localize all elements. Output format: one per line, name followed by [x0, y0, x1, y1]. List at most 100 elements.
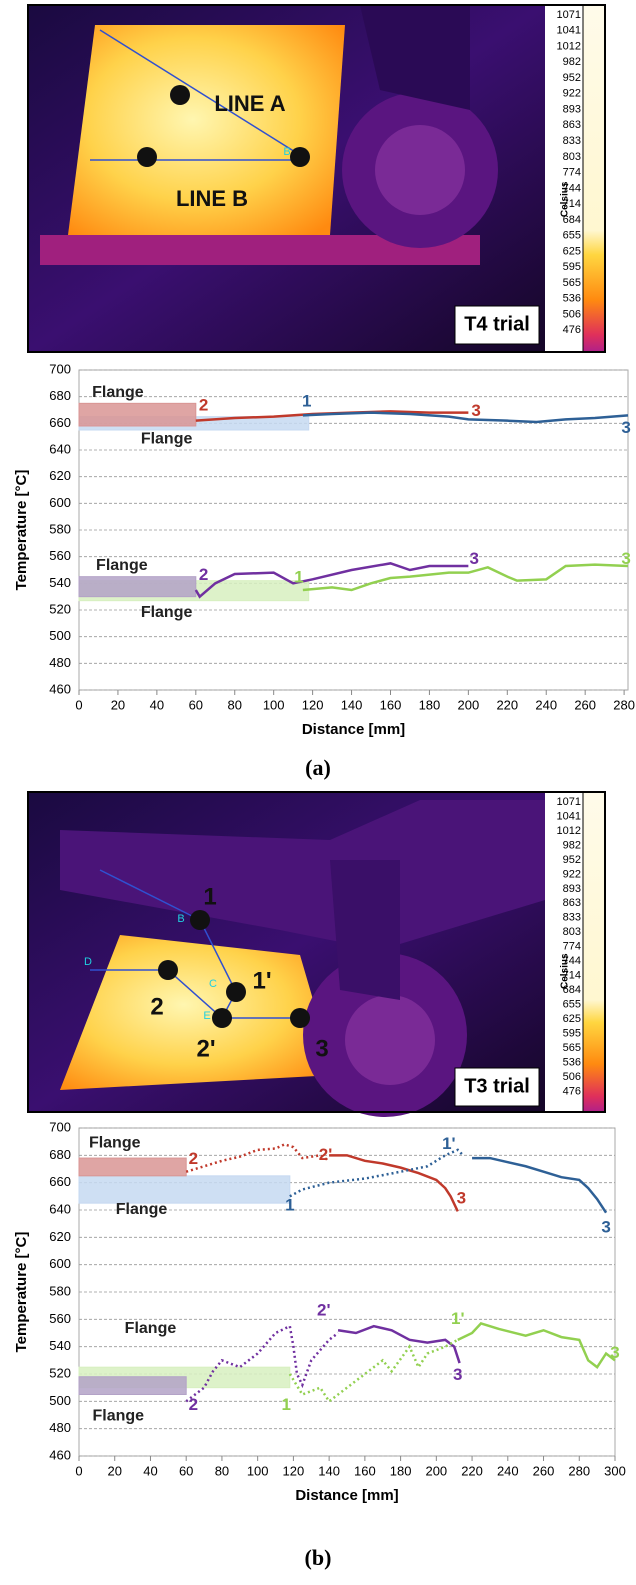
x-tick-label: 100	[263, 697, 285, 712]
x-tick-label: 240	[497, 1463, 519, 1478]
y-tick-label: 520	[49, 1365, 71, 1380]
y-tick-label: 660	[49, 415, 71, 430]
scale-value: 684	[563, 214, 581, 226]
x-tick-label: 160	[380, 697, 402, 712]
annotation: Flange	[93, 1408, 145, 1425]
y-tick-label: 620	[49, 468, 71, 483]
y-tick-label: 620	[49, 1229, 71, 1244]
x-tick-label: 120	[283, 1463, 305, 1478]
x-tick-label: 80	[228, 697, 242, 712]
scale-value: 595	[563, 1028, 581, 1040]
x-tick-label: 140	[318, 1463, 340, 1478]
scale-strip	[582, 4, 606, 353]
image-label: 1	[203, 883, 216, 910]
scale-value: 833	[563, 135, 581, 147]
trial-label: T3 trial	[464, 1075, 530, 1097]
x-tick-label: 40	[150, 697, 164, 712]
thermal-image	[27, 791, 606, 1117]
annotation: 2	[189, 1395, 198, 1414]
image-label: 3	[315, 1035, 328, 1062]
image-frame	[27, 4, 606, 353]
y-tick-label: 560	[49, 1311, 71, 1326]
scale-value: 565	[563, 1042, 581, 1054]
scale-value: 1071	[557, 9, 581, 21]
scale-value: 803	[563, 926, 581, 938]
x-tick-label: 280	[568, 1463, 590, 1478]
y-tick-label: 580	[49, 1283, 71, 1298]
y-tick-label: 560	[49, 548, 71, 563]
image-label: E	[203, 1010, 210, 1022]
scale-value: 655	[563, 999, 581, 1011]
scale-value: 595	[563, 261, 581, 273]
annotation: 2'	[317, 1301, 331, 1320]
y-tick-label: 500	[49, 1393, 71, 1408]
y-tick-label: 660	[49, 1174, 71, 1189]
y-tick-label: 640	[49, 1201, 71, 1216]
scale-value: 1012	[557, 825, 581, 837]
image-label: B	[177, 913, 184, 925]
y-tick-label: 600	[49, 1256, 71, 1271]
series-line	[288, 1338, 459, 1404]
annotation: 1	[282, 1395, 291, 1414]
tool-arm	[330, 860, 400, 1000]
scale-panel	[545, 792, 583, 1112]
x-tick-label: 240	[535, 697, 557, 712]
annotation: Flange	[141, 431, 193, 448]
x-tick-label: 140	[341, 697, 363, 712]
x-tick-label: 0	[75, 697, 82, 712]
x-tick-label: 20	[107, 1463, 121, 1478]
series-line	[457, 1322, 616, 1369]
y-tick-label: 540	[49, 575, 71, 590]
y-tick-label: 600	[49, 495, 71, 510]
marker	[137, 147, 157, 167]
x-tick-label: 200	[458, 697, 480, 712]
y-tick-label: 480	[49, 655, 71, 670]
annotation: 1	[294, 567, 303, 586]
scale-value: 952	[563, 72, 581, 84]
x-tick-label: 60	[189, 697, 203, 712]
x-tick-label: 80	[215, 1463, 229, 1478]
y-tick-label: 700	[49, 1119, 71, 1134]
image-label: 2	[150, 993, 163, 1020]
beam	[60, 800, 545, 950]
marker	[290, 1008, 310, 1028]
series-line	[289, 1148, 465, 1198]
series-line	[472, 1156, 608, 1214]
y-tick-label: 480	[49, 1420, 71, 1435]
y-tick-label: 540	[49, 1338, 71, 1353]
x-tick-label: 20	[111, 697, 125, 712]
flange-band	[78, 1376, 187, 1395]
y-axis-title: Temperature [°C]	[13, 1232, 30, 1353]
scale-value: 952	[563, 854, 581, 866]
annotation: 1	[302, 391, 311, 410]
scale-value: 1041	[557, 810, 581, 822]
panel-label: (b)	[305, 1545, 332, 1570]
scale-value: 1041	[557, 25, 581, 37]
annotation: 2'	[319, 1145, 333, 1164]
annotation: Flange	[141, 604, 193, 621]
flange-band	[78, 576, 197, 598]
x-axis-title: Distance [mm]	[302, 721, 405, 738]
scale-strip	[582, 791, 606, 1113]
marker	[212, 1008, 232, 1028]
panel-label: (a)	[305, 755, 331, 780]
scale-value: 506	[563, 1071, 581, 1083]
image-frame	[27, 791, 606, 1113]
annotation: 3	[610, 1343, 619, 1362]
annotation: Flange	[125, 1320, 177, 1337]
scale-value: 476	[563, 324, 581, 336]
scale-panel	[545, 5, 583, 352]
annotation: Flange	[96, 557, 148, 574]
flange-band	[78, 402, 197, 427]
tool-arm	[360, 5, 470, 110]
trial-box	[454, 1067, 540, 1107]
scale-value: 744	[563, 182, 581, 194]
scale-value: 684	[563, 984, 581, 996]
scale-value: 536	[563, 293, 581, 305]
scale-value: 625	[563, 245, 581, 257]
x-tick-label: 180	[419, 697, 441, 712]
annotation: Flange	[89, 1134, 141, 1151]
scale-value: 803	[563, 151, 581, 163]
scale-value: 625	[563, 1013, 581, 1025]
